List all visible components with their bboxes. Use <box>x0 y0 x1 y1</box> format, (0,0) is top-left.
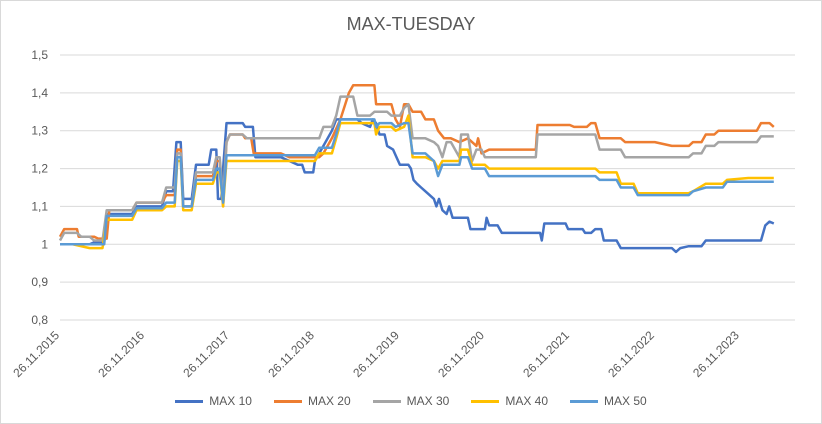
series-line-max-50 <box>60 118 774 246</box>
legend-swatch <box>471 399 500 403</box>
legend-item: MAX 40 <box>471 394 548 408</box>
x-tick-label: 26.11.2020 <box>435 328 487 380</box>
legend-label: MAX 20 <box>307 394 351 408</box>
legend-swatch <box>175 399 204 403</box>
chart-title: MAX-TUESDAY <box>346 14 476 34</box>
series-lines <box>58 84 775 254</box>
series-line-max-20 <box>58 84 775 240</box>
y-tick-label: 1,1 <box>31 199 48 213</box>
legend-label: MAX 30 <box>406 394 450 408</box>
x-tick-label: 26.11.2016 <box>95 328 147 380</box>
legend-item: MAX 10 <box>175 394 252 408</box>
y-tick-label: 1 <box>41 237 48 251</box>
legend-item: MAX 50 <box>570 394 647 408</box>
legend-label: MAX 10 <box>209 394 252 408</box>
y-tick-label: 1,5 <box>31 48 48 62</box>
legend-label: MAX 40 <box>505 394 549 408</box>
y-tick-label: 1,2 <box>31 162 48 176</box>
x-tick-label: 26.11.2023 <box>690 328 742 380</box>
x-tick-label: 26.11.2019 <box>350 328 402 380</box>
legend: MAX 10 MAX 20 MAX 30 MAX 40 MAX 50 <box>0 394 822 408</box>
y-tick-label: 0,8 <box>31 313 48 327</box>
y-tick-label: 1,4 <box>31 86 48 100</box>
x-tick-label: 26.11.2022 <box>605 328 657 380</box>
y-tick-label: 1,3 <box>31 124 48 138</box>
y-axis-ticks: 0,8 0,9 1 1,1 1,2 1,3 1,4 1,5 <box>31 48 48 327</box>
y-tick-label: 0,9 <box>31 275 48 289</box>
legend-swatch <box>570 399 599 403</box>
series-line-max-40 <box>60 114 774 250</box>
legend-label: MAX 50 <box>604 394 647 408</box>
x-axis-ticks: 26.11.2015 26.11.2016 26.11.2017 26.11.2018… <box>10 328 742 380</box>
x-tick-label: 26.11.2018 <box>265 328 317 380</box>
x-tick-label: 26.11.2015 <box>10 328 62 380</box>
legend-item: MAX 20 <box>273 394 351 408</box>
legend-item: MAX 30 <box>372 394 450 408</box>
series-line-max-10 <box>60 118 775 254</box>
legend-swatch <box>273 399 302 403</box>
x-tick-label: 26.11.2021 <box>520 328 572 380</box>
legend-swatch <box>372 399 401 403</box>
x-tick-label: 26.11.2017 <box>180 328 232 380</box>
